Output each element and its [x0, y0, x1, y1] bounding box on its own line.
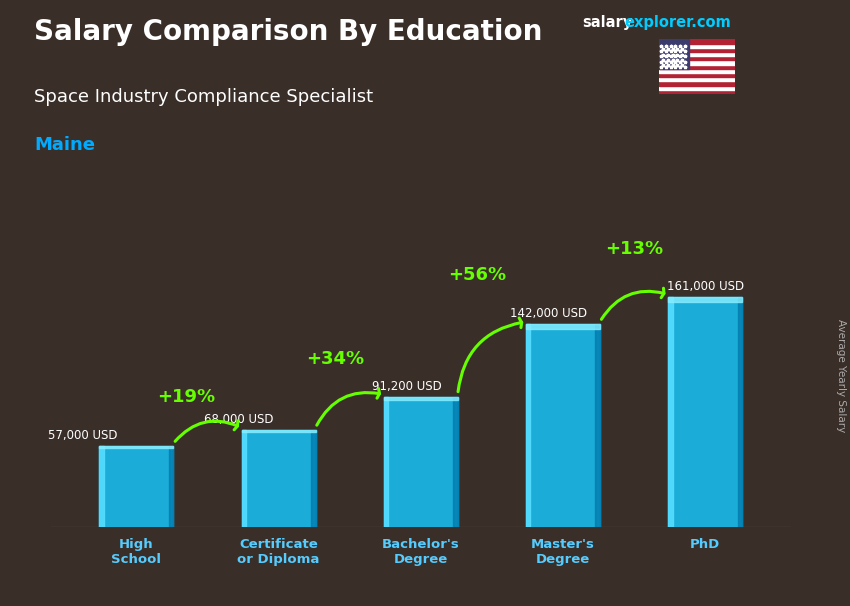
Bar — [668, 296, 742, 527]
Text: +19%: +19% — [157, 388, 215, 406]
Bar — [384, 396, 458, 400]
Text: 161,000 USD: 161,000 USD — [666, 280, 744, 293]
Text: Maine: Maine — [34, 136, 95, 155]
Bar — [659, 39, 689, 68]
Bar — [668, 296, 672, 527]
Bar — [659, 68, 735, 73]
Text: 57,000 USD: 57,000 USD — [48, 429, 117, 442]
Text: +56%: +56% — [449, 265, 507, 284]
Text: explorer.com: explorer.com — [625, 15, 732, 30]
Bar — [99, 445, 173, 448]
Bar — [659, 90, 735, 94]
Text: +13%: +13% — [605, 240, 663, 258]
Bar — [526, 324, 530, 527]
Bar — [659, 44, 735, 48]
Bar — [99, 445, 173, 527]
Bar — [596, 324, 600, 527]
Text: +34%: +34% — [306, 350, 365, 368]
Text: 142,000 USD: 142,000 USD — [510, 307, 587, 320]
Bar — [526, 324, 600, 527]
Bar — [659, 73, 735, 77]
Text: 68,000 USD: 68,000 USD — [204, 413, 274, 426]
Bar — [659, 61, 735, 65]
Text: Space Industry Compliance Specialist: Space Industry Compliance Specialist — [34, 88, 373, 106]
Bar — [659, 48, 735, 52]
Text: 91,200 USD: 91,200 USD — [371, 380, 441, 393]
Bar — [659, 65, 735, 68]
Bar — [659, 56, 735, 61]
Text: Average Yearly Salary: Average Yearly Salary — [836, 319, 846, 432]
Bar — [99, 445, 104, 527]
Text: Salary Comparison By Education: Salary Comparison By Education — [34, 18, 542, 46]
Bar — [659, 39, 735, 44]
Bar — [241, 430, 315, 527]
Bar — [169, 445, 173, 527]
Text: salary: salary — [582, 15, 632, 30]
Bar — [659, 52, 735, 56]
Bar — [384, 396, 458, 527]
Bar — [384, 396, 388, 527]
Bar — [526, 324, 600, 329]
Bar — [659, 85, 735, 90]
Bar — [738, 296, 742, 527]
Bar — [659, 77, 735, 81]
Bar — [668, 296, 742, 302]
Bar — [453, 396, 457, 527]
Bar — [241, 430, 246, 527]
Bar — [659, 81, 735, 85]
Bar — [241, 430, 315, 432]
Bar — [311, 430, 315, 527]
